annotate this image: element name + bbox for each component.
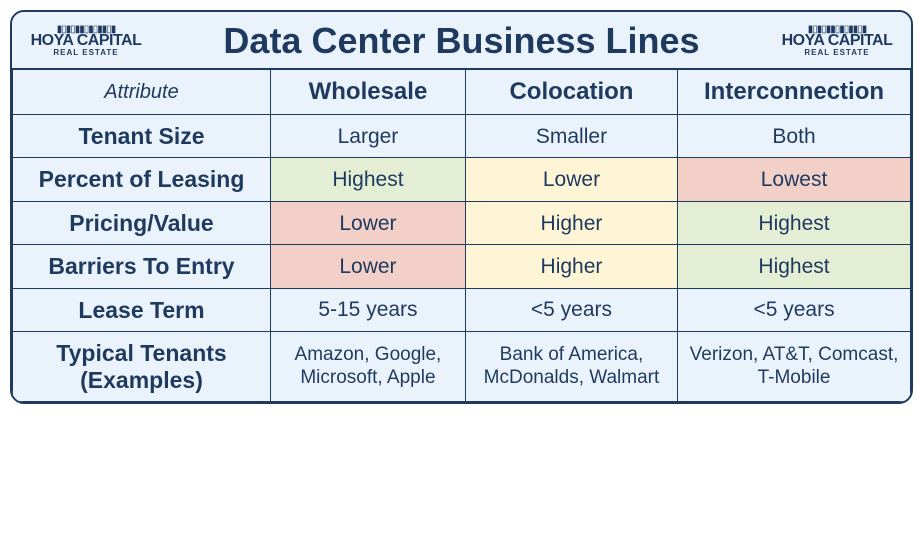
table-row: Lease Term 5-15 years <5 years <5 years	[13, 288, 911, 331]
cell: 5-15 years	[271, 288, 466, 331]
cell: Verizon, AT&T, Comcast, T-Mobile	[678, 332, 911, 402]
cell: Bank of America, McDonalds, Walmart	[465, 332, 677, 402]
cell: <5 years	[465, 288, 677, 331]
cell: Highest	[678, 245, 911, 288]
comparison-table: Attribute Wholesale Colocation Interconn…	[12, 68, 911, 402]
logo-left: ▮▯▮▯▮▮▯▮▯▮▮▯▮ HOYA CAPITAL REAL ESTATE	[26, 25, 146, 57]
table-row: Percent of Leasing Highest Lower Lowest	[13, 158, 911, 201]
table-row: Typical Tenants (Examples) Amazon, Googl…	[13, 332, 911, 402]
comparison-card: ▮▯▮▯▮▮▯▮▯▮▮▯▮ HOYA CAPITAL REAL ESTATE D…	[10, 10, 913, 404]
col-interconnection: Interconnection	[678, 69, 911, 115]
card-header: ▮▯▮▯▮▮▯▮▯▮▮▯▮ HOYA CAPITAL REAL ESTATE D…	[12, 12, 911, 68]
table-row: Tenant Size Larger Smaller Both	[13, 115, 911, 158]
row-label: Pricing/Value	[13, 201, 271, 244]
cell: Lower	[271, 201, 466, 244]
cell: Lowest	[678, 158, 911, 201]
cell: <5 years	[678, 288, 911, 331]
row-label: Lease Term	[13, 288, 271, 331]
logo-right: ▮▯▮▯▮▮▯▮▯▮▮▯▮ HOYA CAPITAL REAL ESTATE	[777, 25, 897, 57]
cell: Amazon, Google, Microsoft, Apple	[271, 332, 466, 402]
col-attribute: Attribute	[13, 69, 271, 115]
logo-main-text: HOYA CAPITAL	[31, 33, 142, 49]
card-title: Data Center Business Lines	[146, 20, 777, 62]
cell: Highest	[271, 158, 466, 201]
cell: Both	[678, 115, 911, 158]
row-label: Barriers To Entry	[13, 245, 271, 288]
table-row: Pricing/Value Lower Higher Highest	[13, 201, 911, 244]
col-colocation: Colocation	[465, 69, 677, 115]
table-row: Barriers To Entry Lower Higher Highest	[13, 245, 911, 288]
cell: Lower	[465, 158, 677, 201]
cell: Highest	[678, 201, 911, 244]
col-wholesale: Wholesale	[271, 69, 466, 115]
row-label: Percent of Leasing	[13, 158, 271, 201]
cell: Higher	[465, 201, 677, 244]
cell: Lower	[271, 245, 466, 288]
table-header-row: Attribute Wholesale Colocation Interconn…	[13, 69, 911, 115]
logo-sub-text: REAL ESTATE	[53, 49, 118, 57]
logo-sub-text: REAL ESTATE	[804, 49, 869, 57]
cell: Larger	[271, 115, 466, 158]
cell: Smaller	[465, 115, 677, 158]
logo-main-text: HOYA CAPITAL	[782, 33, 893, 49]
row-label: Tenant Size	[13, 115, 271, 158]
cell: Higher	[465, 245, 677, 288]
row-label: Typical Tenants (Examples)	[13, 332, 271, 402]
